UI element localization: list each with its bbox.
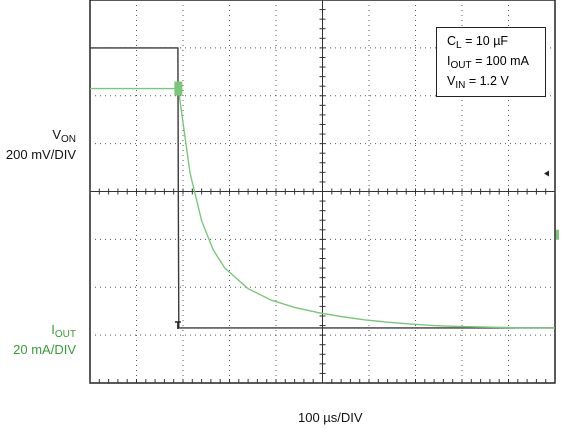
channel-iout-scale: 20 mA/DIV [13,342,76,357]
channel-von-label: VON [52,127,76,145]
ref-level-marker [556,229,559,240]
conditions-box: CL = 10 µF IOUT = 100 mA VIN = 1.2 V [436,27,546,97]
channel-von-scale: 200 mV/DIV [5,147,76,162]
legend-line-cl: CL = 10 µF [447,34,509,51]
trigger-marker-iout [174,81,183,96]
legend-line-iout: IOUT = 100 mA [447,54,529,71]
x-axis-label: 100 µs/DIV [298,410,363,425]
trace-iout [90,87,555,329]
grid [89,0,556,384]
traces [90,47,559,329]
trace-von [90,47,555,329]
level-arrow-icon [544,170,549,177]
channel-iout-label: IOUT [51,322,76,340]
legend-line-vin: VIN = 1.2 V [447,74,509,91]
trigger-marker-von [174,321,181,329]
